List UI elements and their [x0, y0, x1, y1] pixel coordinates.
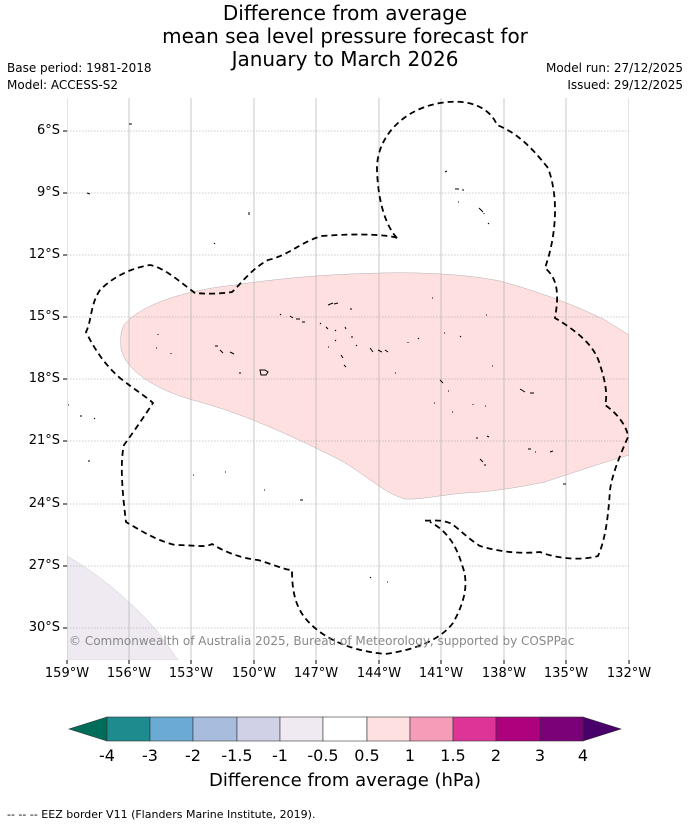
colorbar-tick-label: 1.5 [440, 746, 466, 765]
colorbar-over-arrow [582, 716, 622, 742]
lon-label: 147°W [293, 666, 339, 681]
colorbar-swatch [495, 716, 541, 742]
colorbar-swatch [366, 716, 411, 742]
colorbar-tick-label: -2 [185, 746, 201, 765]
colorbar-tick-label: -3 [142, 746, 158, 765]
colorbar-tick-label: 1 [404, 746, 416, 765]
colorbar-tick-label: -4 [99, 746, 115, 765]
eez-borders [84, 100, 629, 655]
colorbar-swatch [106, 716, 151, 742]
negative-anomaly-region [67, 555, 179, 660]
chart-title: Difference from average mean sea level p… [0, 2, 690, 71]
colorbar-swatch [322, 716, 368, 742]
lon-label: 138°W [481, 666, 527, 681]
lon-label: 156°W [106, 666, 152, 681]
colorbar-swatch [149, 716, 194, 742]
title-line-3: January to March 2026 [231, 47, 459, 71]
base-period: Base period: 1981-2018 [7, 61, 152, 75]
colorbar-tick-label: -0.5 [307, 746, 339, 765]
lat-label: 30°S [28, 620, 60, 635]
lat-label: 18°S [28, 371, 60, 386]
meta-left: Base period: 1981-2018 Model: ACCESS-S2 [7, 60, 152, 94]
colorbar-tick-label: -1 [272, 746, 288, 765]
colorbar-swatch [236, 716, 281, 742]
lat-label: 12°S [28, 247, 60, 262]
colorbar-tick-label: 4 [577, 746, 589, 765]
title-line-2: mean sea level pressure forecast for [162, 24, 528, 48]
lon-label: 150°W [231, 666, 277, 681]
lon-label: 141°W [418, 666, 464, 681]
lat-label: 21°S [28, 433, 60, 448]
colorbar-tick-label: 3 [534, 746, 546, 765]
colorbar-swatch [409, 716, 454, 742]
model-run: Model run: 27/12/2025 [545, 61, 683, 75]
lat-label: 6°S [36, 123, 60, 138]
colorbar-swatch [192, 716, 238, 742]
colorbar [68, 716, 622, 742]
lon-label: 159°W [44, 666, 90, 681]
lon-label: 153°W [168, 666, 214, 681]
lon-label: 135°W [543, 666, 589, 681]
title-line-1: Difference from average [222, 1, 468, 25]
colorbar-tick-label: -1.5 [221, 746, 253, 765]
colorbar-title: Difference from average (hPa) [208, 770, 482, 791]
map-area [67, 98, 629, 660]
lat-label: 27°S [28, 558, 60, 573]
colorbar-tick-label: 0.5 [354, 746, 380, 765]
gridlines [67, 130, 629, 629]
eez-legend-note: -- -- -- EEZ border V11 (Flanders Marine… [7, 808, 316, 821]
meridians [67, 98, 629, 660]
model-name: Model: ACCESS-S2 [7, 78, 119, 92]
colorbar-tick-label: 2 [490, 746, 502, 765]
issued-date: Issued: 29/12/2025 [567, 78, 683, 92]
colorbar-under-arrow [68, 716, 108, 742]
copyright-notice: © Commonwealth of Australia 2025, Bureau… [69, 634, 575, 648]
positive-anomaly-region [120, 272, 629, 500]
meta-right: Model run: 27/12/2025 Issued: 29/12/2025 [546, 60, 683, 94]
colorbar-swatch [279, 716, 324, 742]
lon-label: 132°W [606, 666, 652, 681]
tick-marks [63, 130, 630, 664]
colorbar-swatch [452, 716, 497, 742]
colorbar-swatch [539, 716, 584, 742]
lat-label: 9°S [36, 185, 60, 200]
lon-label: 144°W [356, 666, 402, 681]
lat-label: 15°S [28, 309, 60, 324]
lat-label: 24°S [28, 496, 60, 511]
islands [68, 123, 566, 583]
